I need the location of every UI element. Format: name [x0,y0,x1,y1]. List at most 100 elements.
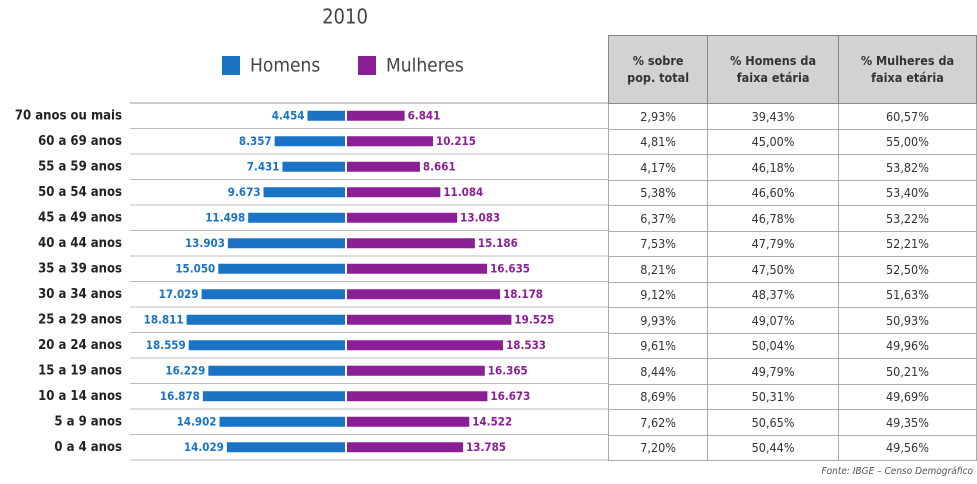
source: Fonte: IBGE – Censo Demográfico [821,466,973,477]
table-cell: 7,62% [607,409,709,436]
table-row: 9,12% 48,37% 51,63% [607,281,977,308]
bar [347,340,504,351]
bar [201,289,345,300]
table-cell: 8,44% [607,358,709,385]
table-row: 8,69% 50,31% 49,69% [607,383,977,410]
table-cell: 46,60% [707,179,839,206]
value-label: 10.215 [436,134,476,148]
bar [202,391,345,402]
table-cell: 49,79% [707,358,839,385]
table-cell: 7,20% [607,434,709,461]
bar [347,365,485,376]
table-cell: 53,22% [837,205,977,232]
bar [227,238,345,249]
legend-label: Mulheres [386,55,464,77]
value-label: 15.186 [478,236,518,250]
value-label: 16.635 [490,261,530,275]
table-row: 9,93% 49,07% 50,93% [607,307,977,334]
value-label: 16.673 [490,389,530,403]
value-label: 17.029 [159,287,199,301]
table-cell: 2,93% [607,103,709,130]
bar [307,110,345,121]
table-row: 5,38% 46,60% 53,40% [607,179,977,206]
table-row: 7,62% 50,65% 49,35% [607,409,977,436]
age-label: 30 a 34 anos [38,287,122,302]
chart-title: 2010 [322,5,368,29]
value-label: 4.454 [272,108,305,122]
table-cell: 9,93% [607,307,709,334]
value-label: 13.903 [185,236,225,250]
value-label: 18.559 [146,338,186,352]
table-body: 2,93% 39,43% 60,57% 4,81% 45,00% 55,00% 4,17% 4… [607,103,977,461]
bar [347,161,420,172]
table-cell: 49,35% [837,409,977,436]
table-cell: 50,44% [707,434,839,461]
table-cell: 6,37% [607,205,709,232]
bar [263,187,345,198]
table-cell: 50,21% [837,358,977,385]
value-label: 11.084 [443,185,483,199]
table-cell: 50,65% [707,409,839,436]
bar [347,187,441,198]
table-cell: 46,78% [707,205,839,232]
age-label: 10 a 14 anos [38,389,122,404]
table-cell: 7,53% [607,230,709,257]
bar [347,289,501,300]
table-row: 4,81% 45,00% 55,00% [607,128,977,155]
table-cell: 48,37% [707,281,839,308]
value-label: 15.050 [175,261,215,275]
table-row: 7,53% 47,79% 52,21% [607,230,977,257]
bar [208,365,345,376]
bar [347,442,464,453]
value-label: 13.785 [466,440,506,454]
table-cell: 8,21% [607,256,709,283]
table-cell: 4,81% [607,128,709,155]
table-cell: 50,31% [707,383,839,410]
age-label: 5 a 9 anos [54,414,122,429]
value-label: 18.178 [503,287,543,301]
table-cell: 8,69% [607,383,709,410]
table-cell: 9,61% [607,332,709,359]
value-label: 7.431 [247,159,280,173]
age-label: 40 a 44 anos [38,236,122,251]
column-header: % Mulheres da faixa etária [837,35,977,104]
table-row: 6,37% 46,78% 53,22% [607,205,977,232]
table-cell: 47,50% [707,256,839,283]
age-label: 0 a 4 anos [54,440,122,455]
value-label: 6.841 [408,108,441,122]
stats-table: % sobre pop. total% Homens da faixa etár… [607,35,977,461]
table-cell: 50,93% [837,307,977,334]
table-cell: 45,00% [707,128,839,155]
age-label: 25 a 29 anos [38,312,122,327]
bar [188,340,345,351]
value-label: 16.878 [160,389,200,403]
bar [347,238,475,249]
value-label: 16.229 [165,363,205,377]
table-cell: 49,56% [837,434,977,461]
bar [274,136,345,147]
age-label: 60 a 69 anos [38,134,122,149]
bar [347,136,434,147]
bar [186,314,345,325]
age-label: 50 a 54 anos [38,185,122,200]
bar [219,416,345,427]
table-cell: 53,40% [837,179,977,206]
table-cell: 52,50% [837,256,977,283]
table-cell: 49,07% [707,307,839,334]
bar [347,391,488,402]
table-row: 7,20% 50,44% 49,56% [607,434,977,461]
table-row: 9,61% 50,04% 49,96% [607,332,977,359]
table-cell: 51,63% [837,281,977,308]
value-label: 14.029 [184,440,224,454]
table-cell: 39,43% [707,103,839,130]
bar [347,110,405,121]
table-cell: 52,21% [837,230,977,257]
legend-label: Homens [250,55,320,77]
table-cell: 4,17% [607,154,709,181]
table-row: 8,21% 47,50% 52,50% [607,256,977,283]
column-header: % sobre pop. total [607,35,709,104]
column-header: % Homens da faixa etária [707,35,839,104]
table-row: 2,93% 39,43% 60,57% [607,103,977,130]
age-label: 70 anos ou mais [15,108,122,123]
